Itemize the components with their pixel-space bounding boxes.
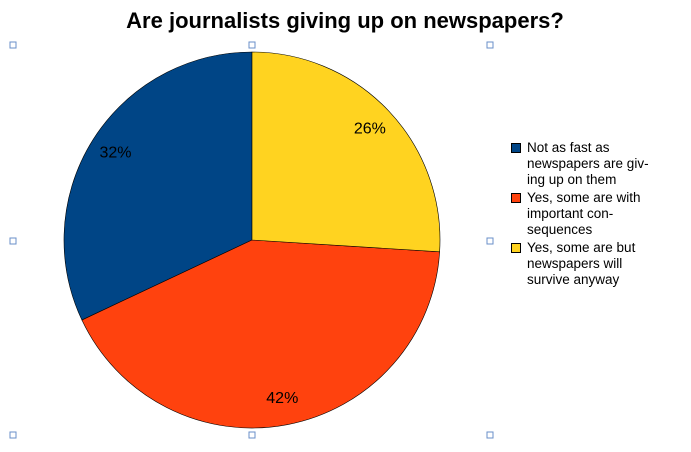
legend-item: Yes, some are but newspapers will surviv… — [511, 240, 686, 288]
selection-handles — [9, 41, 494, 439]
legend-label: Yes, some are with important con- sequen… — [527, 190, 641, 237]
legend-label: Not as fast as newspapers are giv- ing u… — [527, 140, 649, 187]
pie-slice — [251, 51, 441, 253]
legend-label: Yes, some are but newspapers will surviv… — [527, 240, 636, 287]
handle — [9, 237, 17, 245]
legend-item: Not as fast as newspapers are giv- ing u… — [511, 140, 686, 188]
data-label: 26% — [354, 121, 386, 138]
handle — [486, 237, 494, 245]
pie-slice — [63, 51, 253, 321]
pie: 32% 42% 26% — [63, 51, 441, 429]
legend: Not as fast as newspapers are giv- ing u… — [511, 140, 686, 290]
handle — [9, 431, 17, 439]
legend-swatch — [511, 193, 521, 203]
handle — [248, 41, 256, 49]
chart-title: Are journalists giving up on newspapers? — [126, 8, 564, 33]
handle — [9, 41, 17, 49]
legend-swatch — [511, 243, 521, 253]
data-label: 42% — [266, 390, 298, 407]
handle — [248, 431, 256, 439]
pie-slice — [81, 239, 440, 429]
legend-swatch — [511, 143, 521, 153]
legend-item: Yes, some are with important con- sequen… — [511, 190, 686, 238]
data-label: 32% — [99, 145, 131, 162]
handle — [486, 41, 494, 49]
handle — [486, 431, 494, 439]
